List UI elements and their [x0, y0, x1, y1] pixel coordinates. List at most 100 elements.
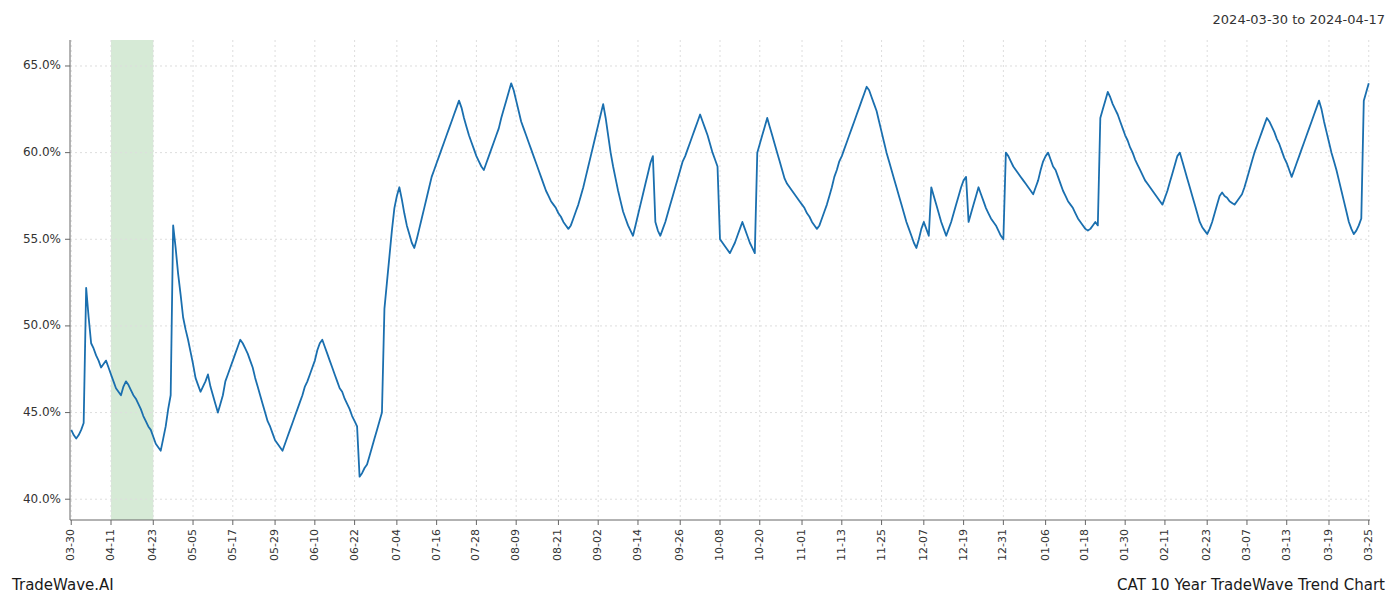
grid-line-x — [1246, 40, 1247, 520]
x-tick-label: 11-25 — [875, 529, 888, 561]
grid-line-x — [232, 40, 233, 520]
x-tick-label: 06-22 — [348, 529, 361, 561]
x-tick — [923, 520, 924, 525]
y-tick-label: 65.0% — [23, 58, 61, 72]
grid-line-y — [70, 499, 1370, 500]
grid-line-x — [923, 40, 924, 520]
x-tick-label: 03-13 — [1280, 529, 1293, 561]
y-tick — [65, 152, 70, 153]
x-tick — [1368, 520, 1369, 525]
x-tick-label: 03-19 — [1322, 529, 1335, 561]
grid-line-x — [1328, 40, 1329, 520]
y-tick-label: 50.0% — [23, 318, 61, 332]
grid-line-x — [1164, 40, 1165, 520]
x-tick — [759, 520, 760, 525]
x-tick-label: 06-10 — [308, 529, 321, 561]
grid-line-x — [354, 40, 355, 520]
x-tick-label: 07-16 — [430, 529, 443, 561]
y-tick-label: 55.0% — [23, 232, 61, 246]
chart: 40.0%45.0%50.0%55.0%60.0%65.0%03-3004-11… — [0, 0, 1400, 600]
x-tick — [558, 520, 559, 525]
x-tick-label: 11-13 — [835, 529, 848, 561]
x-tick — [314, 520, 315, 525]
grid-line-x — [1125, 40, 1126, 520]
x-tick — [476, 520, 477, 525]
x-tick — [232, 520, 233, 525]
x-tick — [841, 520, 842, 525]
x-tick-label: 05-29 — [268, 529, 281, 561]
grid-line-x — [275, 40, 276, 520]
x-tick — [1045, 520, 1046, 525]
y-tick — [65, 325, 70, 326]
x-tick — [516, 520, 517, 525]
x-tick — [1003, 520, 1004, 525]
grid-line-x — [1286, 40, 1287, 520]
x-tick-label: 03-25 — [1362, 529, 1375, 561]
grid-line-x — [963, 40, 964, 520]
y-tick — [65, 65, 70, 66]
grid-line-x — [881, 40, 882, 520]
title: CAT 10 Year TradeWave Trend Chart — [1117, 576, 1385, 594]
y-tick — [65, 239, 70, 240]
grid-line-x — [436, 40, 437, 520]
subtitle: 2024-03-30 to 2024-04-17 — [1213, 12, 1385, 27]
y-axis-line — [70, 40, 71, 520]
grid-line-x — [314, 40, 315, 520]
y-tick-label: 60.0% — [23, 145, 61, 159]
grid-line-x — [1003, 40, 1004, 520]
x-tick — [637, 520, 638, 525]
x-tick-label: 01-18 — [1078, 529, 1091, 561]
grid — [70, 40, 1370, 520]
grid-line-x — [841, 40, 842, 520]
x-tick-label: 05-05 — [186, 529, 199, 561]
x-tick-label: 10-20 — [753, 529, 766, 561]
x-tick-label: 12-19 — [957, 529, 970, 561]
grid-line-x — [396, 40, 397, 520]
grid-line-x — [558, 40, 559, 520]
x-tick — [111, 520, 112, 525]
x-tick-label: 02-23 — [1200, 529, 1213, 561]
grid-line-x — [111, 40, 112, 520]
x-tick-label: 08-09 — [509, 529, 522, 561]
x-tick — [354, 520, 355, 525]
grid-line-x — [71, 40, 72, 520]
grid-line-x — [1085, 40, 1086, 520]
grid-line-x — [153, 40, 154, 520]
x-tick-label: 03-30 — [64, 529, 77, 561]
x-tick — [71, 520, 72, 525]
grid-line-x — [193, 40, 194, 520]
x-tick — [396, 520, 397, 525]
x-tick-label: 10-08 — [713, 529, 726, 561]
x-tick-label: 09-02 — [591, 529, 604, 561]
grid-line-x — [759, 40, 760, 520]
highlight-band — [111, 40, 153, 520]
x-tick-label: 01-06 — [1039, 529, 1052, 561]
x-tick — [1085, 520, 1086, 525]
x-tick-label: 01-30 — [1118, 529, 1131, 561]
x-tick — [1164, 520, 1165, 525]
y-tick — [65, 499, 70, 500]
x-tick — [275, 520, 276, 525]
x-tick-label: 08-21 — [551, 529, 564, 561]
x-tick — [153, 520, 154, 525]
x-tick-label: 12-31 — [996, 529, 1009, 561]
annotation: TradeWave.AI — [11, 576, 114, 594]
x-tick-label: 04-23 — [146, 529, 159, 561]
grid-line-x — [1045, 40, 1046, 520]
y-tick-label: 45.0% — [23, 405, 61, 419]
x-tick-label: 07-28 — [469, 529, 482, 561]
grid-line-x — [476, 40, 477, 520]
x-tick — [680, 520, 681, 525]
x-tick-label: 03-07 — [1240, 529, 1253, 561]
x-tick-label: 09-14 — [631, 529, 644, 561]
x-tick — [1286, 520, 1287, 525]
grid-line-x — [1207, 40, 1208, 520]
x-tick — [1246, 520, 1247, 525]
grid-line-x — [598, 40, 599, 520]
x-tick — [1207, 520, 1208, 525]
y-tick — [65, 412, 70, 413]
plot-area — [71, 83, 1369, 476]
y-tick-label: 40.0% — [23, 492, 61, 506]
x-tick — [881, 520, 882, 525]
axes: 40.0%45.0%50.0%55.0%60.0%65.0%03-3004-11… — [23, 40, 1375, 561]
